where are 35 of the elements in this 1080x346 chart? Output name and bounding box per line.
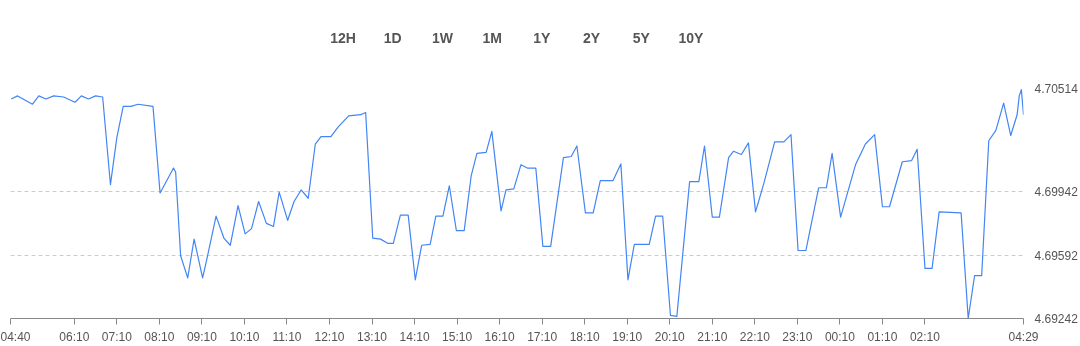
x-tick-label: 10:10 [229, 329, 260, 344]
y-tick-label: 4.70514 [1034, 82, 1079, 96]
text: 1M [482, 29, 502, 46]
x-tick-label: 08:10 [144, 329, 175, 344]
x-tick-label: 06:10 [59, 329, 90, 344]
x-tick-label: 09:10 [186, 329, 218, 344]
x-tick-label: 20:10 [654, 329, 686, 344]
x-tick-label: 14:10 [399, 329, 430, 344]
text: 12H [330, 29, 356, 46]
y-tick-label: 4.69942 [1034, 185, 1079, 200]
x-tick-label: 19:10 [612, 329, 643, 344]
y-tick-label: 4.69592 [1034, 248, 1079, 263]
x-tick-label: 21:10 [697, 329, 728, 344]
text: 1W [431, 29, 454, 46]
x-tick-label: 00:10 [824, 329, 856, 344]
text: 5Y [632, 29, 651, 46]
x-tick-label: 01:10 [867, 329, 898, 344]
text: 1D [383, 29, 402, 46]
x-tick-label: 15:10 [442, 329, 473, 344]
x-tick-label: 23:10 [782, 329, 813, 344]
x-tick-label: 02:10 [909, 329, 941, 344]
x-tick-label: 16:10 [484, 329, 515, 344]
x-tick-label: 11:10 [272, 329, 302, 344]
x-tick-label: 13:10 [357, 329, 388, 344]
x-tick-label: 17:10 [527, 329, 558, 344]
text: 1Y [533, 29, 552, 46]
x-tick-label: 18:10 [569, 329, 601, 344]
x-tick-label: 12:10 [314, 329, 345, 344]
x-tick-label: 04:40 [0, 329, 31, 344]
x-tick-label: 07:10 [101, 329, 133, 344]
x-tick-label: 04:29 [1008, 329, 1039, 344]
text: 10Y [678, 29, 705, 46]
x-tick-label: 22:10 [739, 329, 771, 344]
y-tick-label: 4.69242 [1034, 312, 1079, 326]
text: 2Y [583, 29, 601, 46]
